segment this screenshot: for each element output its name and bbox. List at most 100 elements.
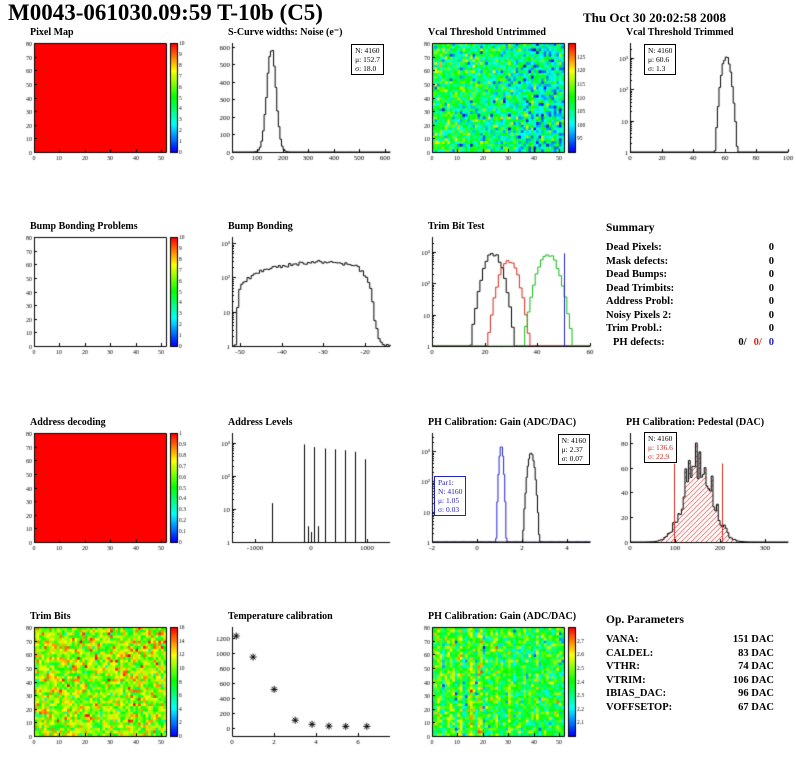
- panel-bump-bonding: Bump Bonding: [206, 220, 398, 360]
- summary-row: Dead Pixels: 0: [604, 241, 774, 255]
- summary-value: 0: [768, 242, 774, 253]
- stats-mean: μ: 60.6: [648, 55, 670, 64]
- chart-title: Vcal Threshold Trimmed: [626, 27, 734, 38]
- panel-ph-gain-map: PH Calibration: Gain (ADC/DAC): [406, 610, 598, 750]
- summary-label: Noisy Pixels 2:: [606, 309, 672, 321]
- temperature-calibration-chart: [206, 623, 398, 749]
- op-parameter-row: VTRIM: 106 DAC: [604, 674, 774, 688]
- chart-title: Bump Bonding: [228, 221, 293, 232]
- panel-pixel-map: Pixel Map: [8, 26, 200, 166]
- summary-label: Address Probl:: [606, 296, 674, 307]
- chart-title: Bump Bonding Problems: [30, 221, 138, 232]
- summary-value: 0: [768, 255, 774, 267]
- ph-defects-red: 0/: [753, 336, 762, 348]
- panel-summary: Summary Dead Pixels: 0 Mask defects: 0 Dea…: [604, 222, 790, 349]
- bump-bonding-chart: [206, 233, 398, 359]
- stats-rms: σ: 0.07: [561, 454, 583, 463]
- summary-value: 0: [768, 282, 774, 294]
- summary-value: 0: [768, 269, 774, 280]
- ph-pedestal-chart: [604, 429, 796, 555]
- op-parameter-row: VANA: 151 DAC: [604, 633, 774, 647]
- summary-row: Dead Bumps: 0: [604, 268, 774, 282]
- stats-entries: N: 4160: [561, 436, 586, 445]
- summary-label: Dead Pixels:: [606, 242, 662, 253]
- op-parameter-row: CALDEL: 83 DAC: [604, 647, 774, 661]
- op-parameter-row: VTHR: 74 DAC: [604, 660, 774, 674]
- op-parameters-title: Op. Parameters: [606, 614, 684, 626]
- trim-bits-chart: [8, 623, 200, 749]
- panel-op-parameters: Op. Parameters VANA: 151 DAC CALDEL: 83 DA…: [604, 614, 790, 714]
- op-parameter-value: 96 DAC: [738, 688, 774, 699]
- stats-entries: N: 4160: [355, 46, 380, 55]
- ph-gain-map-chart: [406, 623, 598, 749]
- chart-title: S-Curve widths: Noise (e⁻): [228, 27, 343, 38]
- panel-ph-pedestal: PH Calibration: Pedestal (DAC) N: 4160 μ…: [604, 416, 796, 556]
- op-parameter-value: 106 DAC: [732, 674, 774, 686]
- stats-mean: μ: 1.05: [438, 496, 460, 505]
- op-parameter-value: 83 DAC: [738, 647, 774, 659]
- panel-address-levels: Address Levels: [206, 416, 398, 556]
- pixel-map-chart: [8, 39, 200, 165]
- chart-title: PH Calibration: Gain (ADC/DAC): [428, 417, 577, 428]
- address-levels-chart: [206, 429, 398, 555]
- timestamp: Thu Oct 30 20:02:58 2008: [583, 10, 726, 25]
- op-parameter-value: 151 DAC: [732, 634, 774, 645]
- ph-defects-black: 0/: [738, 336, 747, 348]
- op-parameter-value: 74 DAC: [738, 661, 774, 672]
- op-parameter-label: CALDEL:: [606, 647, 654, 659]
- trim-bit-test-chart: [406, 233, 598, 359]
- op-parameter-label: VTHR:: [606, 661, 640, 672]
- summary-row: Trim Probl.: 0: [604, 322, 774, 336]
- panel-temperature-calibration: Temperature calibration: [206, 610, 398, 750]
- summary-row: Mask defects: 0: [604, 255, 774, 269]
- stats-rms: σ: 22.9: [648, 452, 670, 461]
- stats-mean: μ: 2.37: [561, 445, 583, 454]
- stats-entries: N: 4160: [438, 487, 463, 496]
- summary-value: 0: [768, 296, 774, 307]
- stats-box: N: 4160 μ: 152.7 σ: 18.0: [351, 44, 384, 75]
- chart-title: Trim Bits: [30, 611, 71, 622]
- summary-label: Trim Probl.:: [606, 323, 663, 334]
- chart-title: Trim Bit Test: [428, 221, 485, 232]
- chart-title: Vcal Threshold Untrimmed: [428, 27, 546, 38]
- op-parameter-label: VANA:: [606, 634, 639, 645]
- summary-row: Address Probl: 0: [604, 295, 774, 309]
- chart-title: Pixel Map: [30, 27, 74, 38]
- summary-label: PH defects:: [613, 336, 665, 348]
- panel-bump-problems: Bump Bonding Problems: [8, 220, 200, 360]
- chart-title: PH Calibration: Gain (ADC/DAC): [428, 611, 577, 622]
- vcal-untrimmed-chart: [406, 39, 598, 165]
- vcal-trimmed-chart: [604, 39, 796, 165]
- stats-rms: σ: 18.0: [355, 64, 377, 73]
- op-parameter-value: 67 DAC: [738, 701, 774, 713]
- summary-row-ph-defects: PH defects: 0/0/0: [604, 336, 774, 350]
- stats-box: N: 4160 μ: 60.6 σ: 1.3: [644, 44, 677, 75]
- ph-defects-values: 0/0/0: [731, 336, 774, 350]
- summary-value: 0: [768, 323, 774, 334]
- summary-title: Summary: [606, 222, 655, 234]
- op-parameter-label: VTRIM:: [606, 674, 646, 686]
- panel-scurve-noise: S-Curve widths: Noise (e⁻) N: 4160 μ: 15…: [206, 26, 398, 166]
- stats-entries: N: 4160: [648, 46, 673, 55]
- ph-defects-blue: 0: [768, 336, 774, 348]
- chart-title: PH Calibration: Pedestal (DAC): [626, 417, 765, 428]
- stats-rms: σ: 0.03: [438, 505, 460, 514]
- panel-address-decoding: Address decoding: [8, 416, 200, 556]
- chart-title: Address decoding: [30, 417, 106, 428]
- summary-label: Dead Bumps:: [606, 269, 667, 280]
- summary-row: Dead Trimbits: 0: [604, 282, 774, 296]
- panel-ph-gain-hist: PH Calibration: Gain (ADC/DAC) N: 4160 μ…: [406, 416, 598, 556]
- summary-label: Dead Trimbits:: [606, 282, 675, 294]
- stats-box: N: 4160 μ: 136.6 σ: 22.9: [644, 432, 677, 463]
- summary-row: Noisy Pixels 2: 0: [604, 309, 774, 323]
- stats-rms: σ: 1.3: [648, 64, 666, 73]
- op-parameter-label: VOFFSETOP:: [606, 701, 673, 713]
- chart-title: Temperature calibration: [228, 611, 333, 622]
- stats-mean: μ: 152.7: [355, 55, 380, 64]
- page-title: M0043-061030.09:59 T-10b (C5): [8, 0, 323, 25]
- chart-title: Address Levels: [228, 417, 293, 428]
- panel-trim-bits: Trim Bits: [8, 610, 200, 750]
- stats-entries: N: 4160: [648, 434, 673, 443]
- op-parameter-row: VOFFSETOP: 67 DAC: [604, 701, 774, 715]
